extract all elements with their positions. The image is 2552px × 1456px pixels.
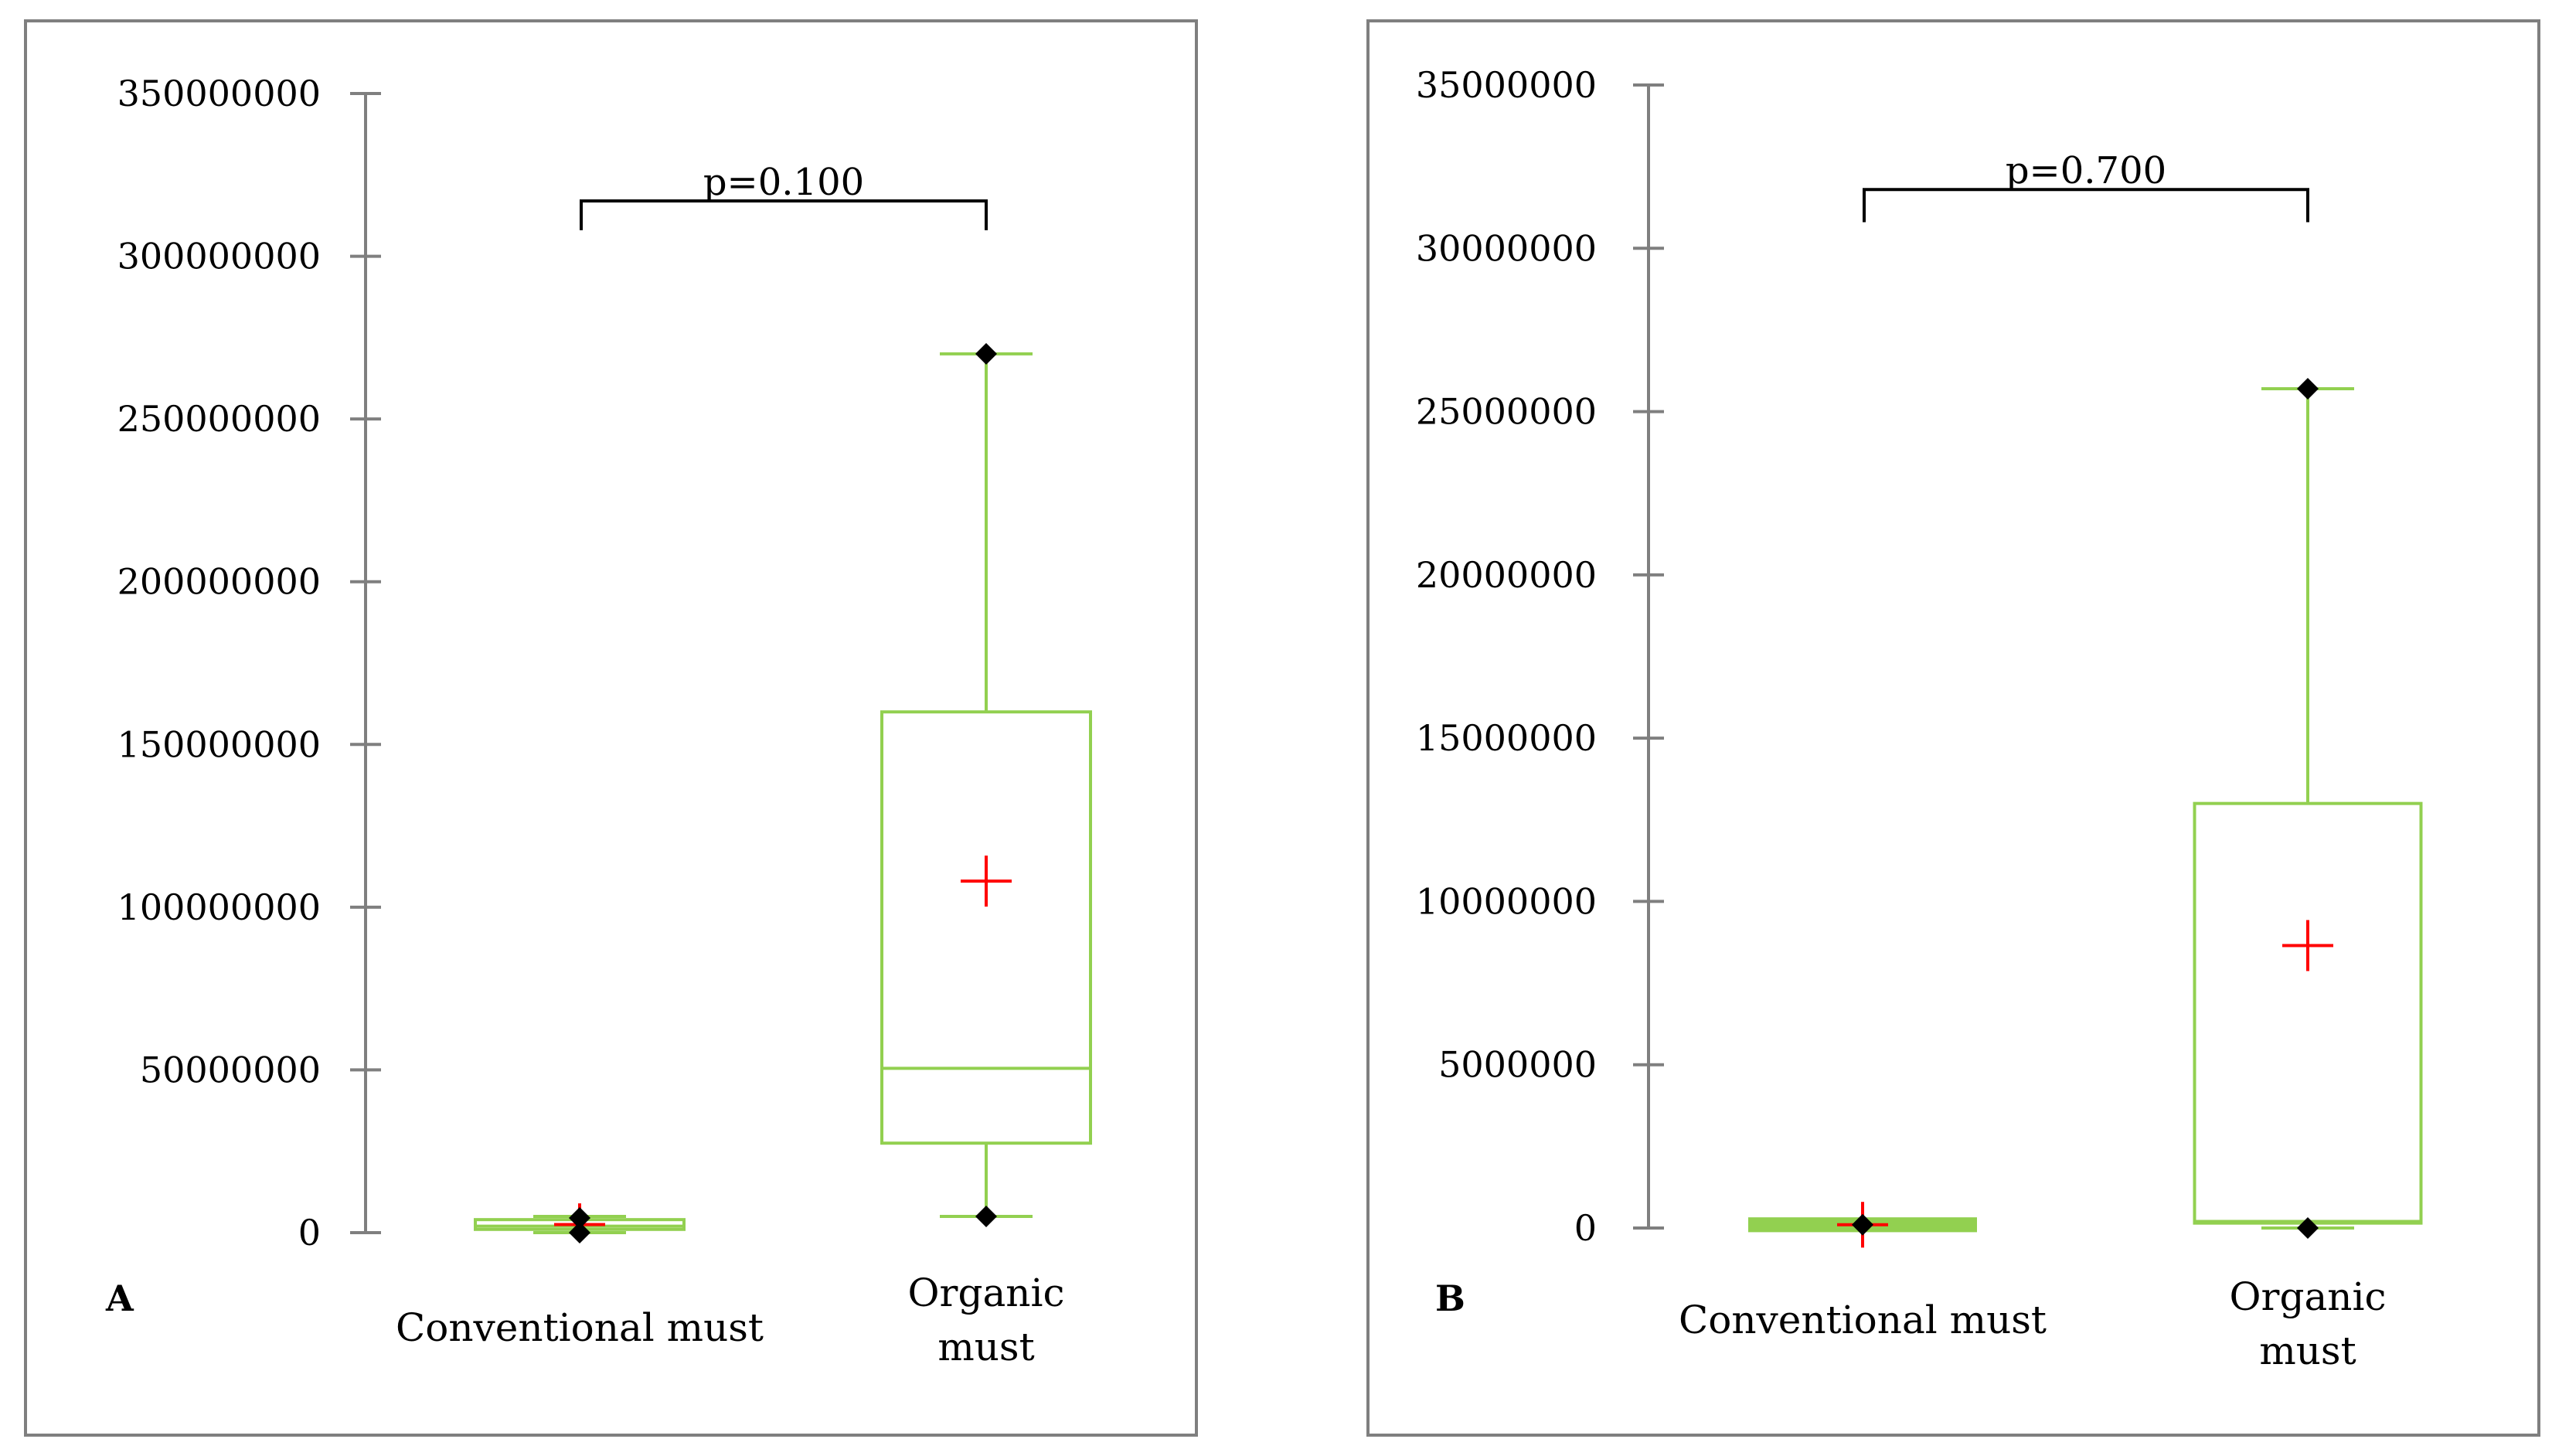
y-tick-label: 20000000 (1416, 554, 1597, 596)
y-tick-label: 35000000 (1416, 64, 1597, 106)
data-point (1852, 1213, 1873, 1236)
y-tick-label: 15000000 (1416, 717, 1597, 759)
y-tick-label: 30000000 (1416, 227, 1597, 269)
category-label: Organic (908, 1271, 1065, 1315)
category-label: Conventional must (1679, 1298, 2047, 1342)
y-tick-label: 250000000 (117, 398, 321, 440)
y-tick-label: 10000000 (1416, 880, 1597, 922)
box (880, 710, 1092, 1145)
p-value-label: p=0.700 (2006, 149, 2166, 192)
chart-frame (1366, 19, 2540, 1437)
y-tick-label: 5000000 (1438, 1044, 1597, 1086)
y-tick-label: 0 (1574, 1207, 1597, 1249)
data-point (569, 1222, 590, 1243)
box (2193, 801, 2423, 1225)
y-tick-label: 25000000 (1416, 391, 1597, 433)
panel-letter: A (105, 1277, 134, 1319)
data-point (2297, 377, 2319, 400)
panel-letter: B (1435, 1277, 1465, 1319)
category-label: Organic (2230, 1274, 2387, 1319)
category-label: must (937, 1325, 1034, 1369)
y-tick-label: 50000000 (140, 1049, 321, 1090)
y-tick-label: 0 (298, 1212, 321, 1254)
panel-b: 35000000 30000000 25000000 20000000 15000000… (1366, 19, 2540, 1437)
significance-bracket (580, 199, 988, 230)
category-label: Conventional must (396, 1305, 764, 1350)
y-tick-label: 100000000 (117, 886, 321, 928)
data-point (975, 342, 997, 365)
data-point (569, 1207, 590, 1230)
p-value-label: p=0.100 (703, 161, 864, 204)
y-tick-label: 150000000 (117, 723, 321, 765)
y-tick-label: 200000000 (117, 561, 321, 603)
data-point (975, 1205, 997, 1227)
chart-frame (24, 19, 1198, 1437)
significance-bracket (1863, 188, 2309, 223)
y-tick-label: 350000000 (117, 73, 321, 114)
data-point (2297, 1217, 2319, 1239)
category-label: must (2259, 1328, 2356, 1373)
panel-a: 350000000 300000000 250000000 200000000 1500… (24, 19, 1198, 1437)
y-tick-label: 300000000 (117, 236, 321, 277)
